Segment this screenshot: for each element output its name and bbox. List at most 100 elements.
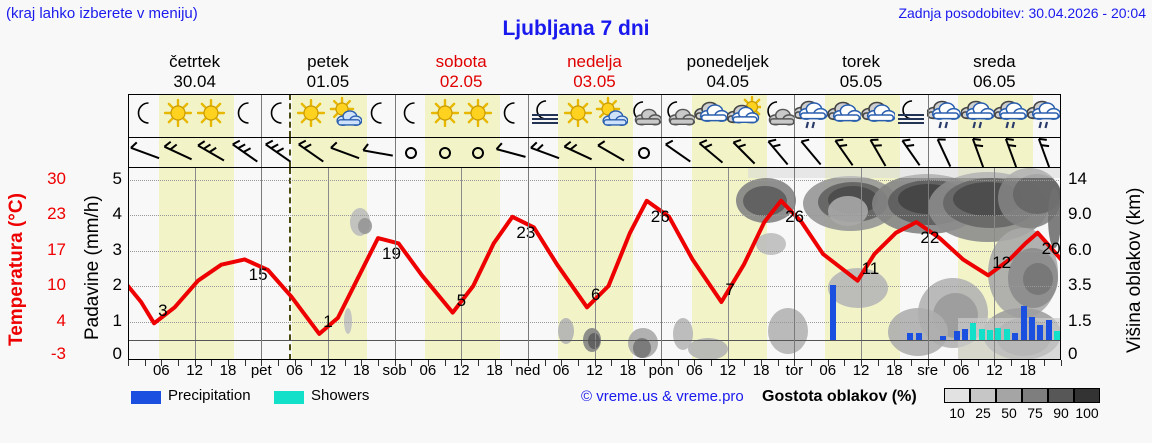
precip-bar [1012, 332, 1019, 341]
day-separator [394, 94, 396, 137]
cloud-rain-icon [927, 96, 962, 134]
x-tick-mark [994, 360, 996, 366]
precip-baseline [128, 340, 1061, 342]
x-tick-mark [761, 360, 763, 366]
wind-barb [861, 138, 895, 168]
x-tick: 12 [586, 362, 603, 379]
day-date: 06.05 [973, 72, 1016, 91]
wind-barb [361, 138, 395, 168]
day-header-6: torek 05.05 [794, 52, 927, 92]
noon-gridline [461, 168, 463, 360]
precip-bar [1020, 306, 1027, 341]
temp-value-label: 5 [456, 290, 467, 310]
precip-bar [995, 327, 1002, 341]
wind-barb [394, 138, 428, 168]
x-tick: ned [515, 362, 541, 379]
cloud-density-swatch [1048, 388, 1074, 403]
day-header-3: sobota 02.05 [395, 52, 528, 92]
daylight-band [425, 168, 501, 360]
cloud-density-swatch [1022, 388, 1048, 403]
cloud-tick: 6.0 [1068, 239, 1092, 259]
x-tick-mark [711, 360, 713, 366]
x-tick: 18 [752, 362, 770, 379]
precipitation-legend-swatch [131, 391, 161, 404]
precip-bar [1003, 328, 1010, 341]
noon-gridline [194, 168, 196, 360]
temp-value-label: 3 [158, 301, 168, 321]
x-tick: pon [648, 362, 674, 379]
daylight-band [291, 138, 367, 167]
day-date: 05.05 [839, 72, 883, 91]
temp-tick: 10 [47, 275, 66, 295]
x-tick-mark [294, 360, 296, 366]
x-tick: 18 [486, 362, 503, 379]
day-date: 03.05 [573, 72, 616, 91]
sun-cloud-icon [594, 96, 629, 134]
moon-icon [261, 96, 295, 134]
day-separator [261, 138, 263, 167]
wind-barb [194, 138, 228, 168]
precip-bar [830, 284, 837, 341]
x-tick-mark [311, 360, 313, 366]
x-tick-mark [1027, 360, 1029, 366]
day-separator [927, 94, 929, 137]
x-tick-mark [777, 360, 779, 366]
x-tick-mark [177, 360, 179, 366]
precip-bar [940, 336, 947, 341]
wind-barb [827, 138, 861, 168]
noon-gridline [727, 168, 729, 360]
temp-value-label: 11 [861, 258, 880, 278]
temperature-axis-label: Temperatura (°C) [6, 193, 27, 347]
x-tick: 12 [452, 362, 470, 379]
day-separator [927, 168, 929, 360]
x-tick: 12 [719, 362, 737, 379]
sun-icon [294, 96, 328, 134]
x-tick: 12 [186, 362, 203, 379]
current-time-marker [289, 94, 292, 137]
x-tick-mark [661, 360, 663, 366]
x-tick: 06 [952, 362, 970, 379]
x-tick: 06 [152, 362, 170, 379]
current-time-marker [289, 168, 292, 360]
precip-bar [953, 330, 960, 341]
day-name: sobota [435, 52, 487, 71]
day-name: četrtek [169, 52, 221, 71]
x-tick-mark [128, 360, 129, 366]
daylight-band [291, 168, 367, 360]
cloud-icon [694, 96, 729, 134]
x-tick-mark [411, 360, 413, 366]
current-time-marker [289, 138, 292, 167]
x-tick: 18 [219, 362, 237, 379]
x-tick-mark [644, 360, 646, 366]
cloud-density-tick: 25 [975, 405, 991, 421]
temp-tick: 17 [47, 239, 66, 259]
moon-fog-icon [528, 96, 562, 134]
x-tick-mark [577, 360, 579, 366]
x-tick-mark [811, 360, 813, 366]
x-tick-mark [627, 360, 629, 366]
sun-icon [161, 96, 195, 134]
x-tick: 06 [819, 362, 837, 379]
x-tick: sre [917, 362, 939, 379]
temp-tick: -3 [50, 344, 66, 364]
daylight-band [958, 138, 1034, 167]
wind-barb [927, 138, 961, 168]
day-separator [261, 94, 263, 137]
cloud-tick: 9.0 [1068, 204, 1092, 224]
x-tick-mark [227, 360, 229, 366]
cloud-rain-icon [1027, 96, 1062, 134]
x-tick-mark [361, 360, 363, 366]
chart-plot-area: 31511952362672611221220 [128, 168, 1061, 360]
x-tick: 12 [319, 362, 337, 379]
x-tick-mark [494, 360, 496, 366]
x-tick: 06 [419, 362, 437, 379]
wind-barb-row [128, 138, 1061, 168]
day-header-2: petek 01.05 [261, 52, 394, 92]
wind-barb [661, 138, 695, 168]
temperature-curve [128, 198, 1061, 336]
showers-legend-swatch [274, 391, 304, 404]
wind-barb [328, 138, 362, 168]
precip-bar [1037, 325, 1044, 341]
credit-link[interactable]: © vreme.us & vreme.pro [581, 388, 744, 405]
wind-barb [561, 138, 595, 168]
